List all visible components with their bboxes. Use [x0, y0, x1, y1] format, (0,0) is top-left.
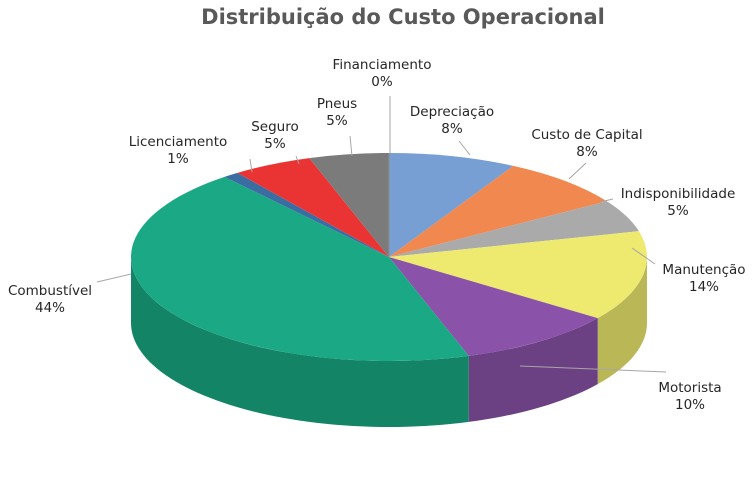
- slice-name-pneus: Pneus: [317, 96, 357, 112]
- leader-line-custo-de-capital: [568, 162, 587, 180]
- slice-indisponibilidade: [389, 201, 639, 257]
- pie-3d-sides: [131, 257, 647, 427]
- slice-side-combustivel: [131, 257, 469, 427]
- slice-value-motorista: 10%: [675, 397, 705, 413]
- slice-name-manutencao: Manutenção: [662, 262, 745, 278]
- slice-value-depreciacao: 8%: [441, 121, 463, 137]
- slice-side-motorista: [468, 318, 598, 422]
- slice-value-manutencao: 14%: [689, 279, 719, 295]
- leader-line-motorista: [519, 365, 667, 373]
- slice-value-pneus: 5%: [326, 113, 348, 129]
- slice-name-licenciamento: Licenciamento: [129, 134, 228, 150]
- leader-line-manutencao: [631, 247, 656, 265]
- slice-name-financiamento: Financiamento: [333, 57, 432, 73]
- slice-value-combustivel: 44%: [35, 300, 65, 316]
- slice-depreciacao: [389, 152, 514, 257]
- slice-manutencao: [389, 231, 647, 319]
- slice-pneus: [309, 153, 389, 257]
- slice-value-seguro: 5%: [264, 136, 286, 152]
- slice-value-custo-de-capital: 8%: [576, 144, 598, 160]
- leader-line-pneus: [349, 135, 353, 157]
- slice-value-licenciamento: 1%: [167, 151, 189, 167]
- slice-name-combustivel: Combustível: [8, 283, 92, 299]
- slice-seguro: [237, 158, 389, 257]
- slice-custo-de-capital: [389, 165, 607, 257]
- slice-licenciamento: [224, 172, 389, 257]
- slice-name-motorista: Motorista: [658, 380, 721, 396]
- slice-value-indisponibilidade: 5%: [667, 203, 689, 219]
- leader-line-seguro: [295, 155, 300, 165]
- slice-motorista: [389, 257, 598, 356]
- leader-line-depreciacao: [458, 140, 471, 156]
- slice-name-custo-de-capital: Custo de Capital: [531, 127, 642, 143]
- pie-slices: [131, 152, 647, 361]
- leader-line-combustivel: [96, 273, 132, 283]
- slice-side-manutencao: [597, 257, 647, 385]
- leader-line-licenciamento: [249, 158, 253, 173]
- slice-name-depreciacao: Depreciação: [410, 104, 494, 120]
- chart-title: Distribuição do Custo Operacional: [201, 5, 605, 29]
- slice-name-seguro: Seguro: [251, 119, 299, 135]
- slice-name-indisponibilidade: Indisponibilidade: [621, 186, 736, 202]
- slice-value-financiamento: 0%: [371, 74, 393, 90]
- slice-combustivel: [131, 176, 469, 361]
- leader-line-indisponibilidade: [599, 198, 614, 203]
